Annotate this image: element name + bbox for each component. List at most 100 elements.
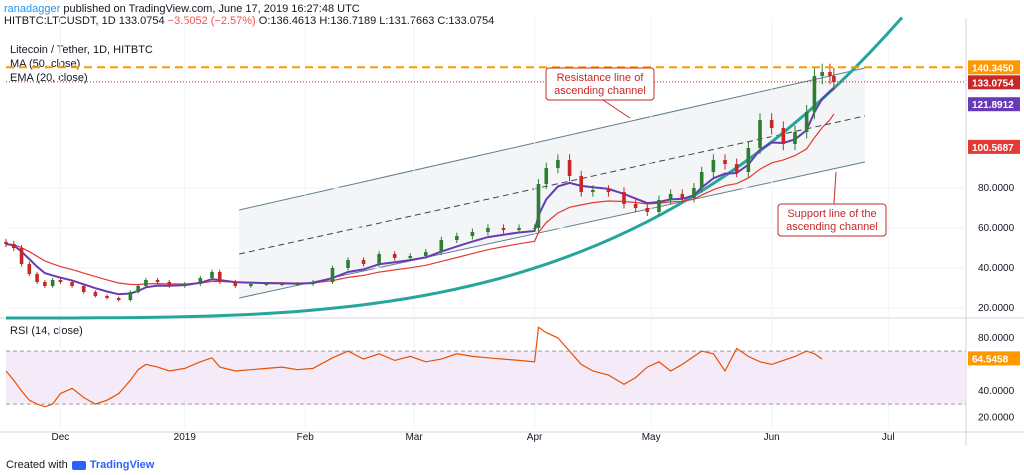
time-tick-label: Dec	[52, 432, 70, 443]
rsi-band	[6, 351, 966, 405]
candle-body	[346, 260, 350, 268]
candle-body	[35, 274, 39, 282]
candle-body	[544, 168, 549, 184]
parabolic-trendline	[6, 16, 904, 320]
time-tick-label: May	[642, 432, 661, 443]
candle-body	[264, 284, 269, 285]
candle-body	[50, 280, 55, 286]
candle-body	[828, 72, 832, 76]
time-tick-label: Mar	[405, 432, 423, 443]
candle-body	[19, 248, 24, 264]
candle-body	[579, 176, 584, 192]
candle-body	[692, 188, 696, 198]
support-annotation-text: ascending channel	[786, 221, 878, 233]
candle-body	[567, 160, 572, 176]
channel-area	[239, 68, 865, 298]
rsi-line	[5, 326, 823, 408]
last-price: 133.0754	[118, 15, 165, 27]
candle-body	[81, 286, 86, 292]
candle-body	[486, 228, 490, 232]
candle-body	[532, 228, 537, 229]
candle-body	[423, 252, 428, 256]
candle-body	[622, 192, 626, 204]
resistance-annotation-text: ascending channel	[554, 85, 646, 97]
price-tag-label: 133.0754	[972, 78, 1014, 89]
candle-body	[210, 272, 214, 278]
price-tag-label: 121.8912	[972, 100, 1014, 111]
candle-body	[58, 280, 63, 282]
rsi-tick-label: 20.0000	[978, 412, 1015, 423]
candle-body	[136, 286, 140, 292]
candle-body	[812, 76, 817, 112]
candle-body	[392, 254, 397, 258]
rsi-tick-label: 40.0000	[978, 386, 1015, 397]
ma50-line	[5, 113, 835, 286]
candle-body	[361, 260, 366, 264]
time-tick-label: Apr	[527, 432, 543, 443]
price-tag	[968, 60, 1020, 75]
rsi-tag	[968, 351, 1020, 366]
ema-legend: EMA (20, close)	[10, 72, 88, 84]
price-tag-label: 140.3450	[972, 63, 1014, 74]
time-tick-label: Jul	[882, 432, 895, 443]
time-tick-label: Jun	[764, 432, 780, 443]
candle-body	[804, 112, 809, 132]
candle-body	[116, 298, 121, 300]
candle-body	[769, 120, 774, 128]
candle-body	[144, 280, 148, 286]
candle-body	[781, 128, 786, 144]
candle-body	[280, 284, 284, 285]
footer: Created with TradingView	[6, 459, 154, 471]
candle-body	[536, 184, 541, 228]
candle-body	[182, 284, 187, 286]
ticker-label: HITBTC:LTCUSDT, 1D	[4, 15, 116, 27]
candle-body	[680, 194, 685, 198]
price-tag	[968, 75, 1020, 90]
publish-header: ranadagger published on TradingView.com,…	[4, 3, 494, 27]
candle-body	[198, 278, 203, 284]
price-tick-label: 60.0000	[978, 223, 1015, 234]
candle-body	[699, 172, 704, 188]
candle-body	[832, 76, 836, 82]
created-with: Created with	[6, 459, 68, 471]
time-tick-label: Feb	[297, 432, 315, 443]
rsi-tag-label: 64.5458	[972, 354, 1009, 365]
candle-body	[556, 160, 560, 168]
candle-body	[105, 296, 109, 298]
candle-body	[155, 280, 160, 282]
rsi-tick-label: 80.0000	[978, 333, 1015, 344]
price-tag	[968, 97, 1020, 112]
candle-body	[657, 200, 661, 212]
candle-body	[377, 254, 381, 264]
candle-body	[606, 190, 611, 192]
price-tag-label: 100.5687	[972, 143, 1014, 154]
candle-body	[591, 190, 595, 192]
candle-body	[746, 148, 751, 172]
tradingview-brand[interactable]: TradingView	[89, 459, 155, 471]
resistance-annotation-text: Resistance line of	[557, 72, 645, 84]
candle-body	[167, 282, 172, 286]
ohlc-values: O:136.4613 H:136.7189 L:131.7663 C:133.0…	[258, 15, 495, 27]
channel-midline	[239, 115, 866, 255]
candle-body	[311, 282, 315, 284]
price-tick-label: 20.0000	[978, 303, 1015, 314]
support-annotation-text: Support line of the	[787, 208, 876, 220]
candle-body	[11, 244, 16, 248]
candle-body	[128, 292, 133, 300]
candle-body	[295, 284, 300, 285]
candle-body	[645, 208, 650, 212]
candle-body	[711, 160, 716, 172]
publisher-name[interactable]: ranadagger	[4, 3, 61, 15]
resistance-annotation-box	[545, 67, 655, 101]
candle-body	[793, 132, 797, 144]
price-tick-label: 80.0000	[978, 183, 1015, 194]
resistance-annotation-arrow	[599, 97, 631, 119]
candle-body	[217, 272, 222, 282]
candle-body	[43, 282, 47, 286]
candle-body	[723, 160, 727, 164]
tradingview-logo-icon	[71, 460, 86, 470]
chart-title: Litecoin / Tether, 1D, HITBTC	[10, 44, 153, 56]
candle-body	[330, 268, 335, 282]
publish-info: published on TradingView.com, June 17, 2…	[63, 3, 360, 15]
